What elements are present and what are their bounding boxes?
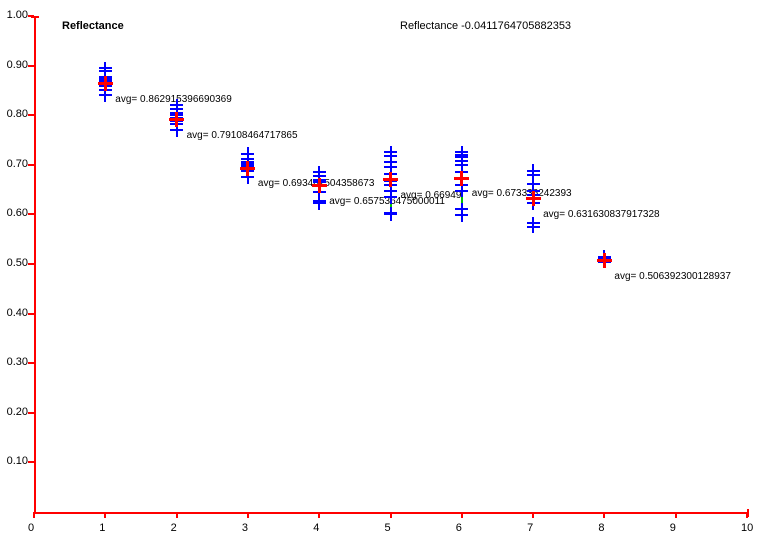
x-tick (104, 512, 106, 518)
x-tick-label: 4 (313, 522, 319, 534)
sample-marker (170, 99, 183, 112)
x-tick (675, 512, 677, 518)
x-tick (33, 512, 35, 518)
avg-label: avg= 0.79108464717865 (187, 130, 298, 141)
y-tick-label: 1.00 (0, 9, 28, 21)
sample-marker (455, 146, 468, 159)
avg-marker (454, 171, 469, 186)
y-tick-label: 0.90 (0, 59, 28, 71)
x-tick (176, 512, 178, 518)
chart-subtitle: Reflectance -0.0411764705882353 (400, 20, 571, 32)
avg-marker (526, 191, 541, 206)
y-tick-label: 0.20 (0, 406, 28, 418)
x-tick-label: 5 (385, 522, 391, 534)
x-tick (532, 512, 534, 518)
x-tick-label: 7 (527, 522, 533, 534)
reflectance-chart: Reflectance Reflectance -0.0411764705882… (0, 0, 767, 554)
y-tick (28, 15, 34, 17)
y-tick (28, 213, 34, 215)
y-axis (34, 16, 36, 512)
chart-title: Reflectance (62, 20, 124, 32)
avg-marker (169, 112, 184, 127)
y-tick-label: 0.10 (0, 455, 28, 467)
sample-marker (527, 217, 540, 230)
avg-label: avg= 0.66949 (401, 190, 462, 201)
avg-marker (383, 172, 398, 187)
sample-marker (384, 146, 397, 159)
x-tick-label: 3 (242, 522, 248, 534)
y-tick (28, 65, 34, 67)
sample-marker (99, 62, 112, 75)
y-tick (28, 114, 34, 116)
x-tick (247, 512, 249, 518)
sample-marker (455, 203, 468, 216)
x-tick-label: 0 (28, 522, 34, 534)
y-tick-label: 0.30 (0, 356, 28, 368)
y-tick (28, 164, 34, 166)
avg-marker (240, 161, 255, 176)
sample-marker (313, 166, 326, 179)
x-tick (603, 512, 605, 518)
y-tick-label: 0.40 (0, 307, 28, 319)
x-tick-label: 6 (456, 522, 462, 534)
sample-marker (527, 164, 540, 177)
avg-marker (312, 178, 327, 193)
x-tick (461, 512, 463, 518)
sample-marker (241, 147, 254, 160)
avg-label: avg= 0.506392300128937 (614, 271, 731, 282)
x-tick-label: 1 (99, 522, 105, 534)
y-tick (28, 362, 34, 364)
sample-marker (384, 207, 397, 220)
x-tick (746, 512, 748, 518)
y-tick (28, 412, 34, 414)
x-tick-label: 10 (741, 522, 753, 534)
x-tick-label: 9 (670, 522, 676, 534)
y-tick-label: 0.80 (0, 108, 28, 120)
y-tick (28, 461, 34, 463)
x-tick-label: 2 (171, 522, 177, 534)
avg-marker (597, 253, 612, 268)
y-tick (28, 313, 34, 315)
y-tick-label: 0.60 (0, 207, 28, 219)
x-tick (318, 512, 320, 518)
y-tick-label: 0.50 (0, 257, 28, 269)
y-tick-label: 0.70 (0, 158, 28, 170)
y-tick (28, 263, 34, 265)
avg-marker (98, 76, 113, 91)
x-tick (390, 512, 392, 518)
avg-label: avg= 0.673336242393 (472, 188, 572, 199)
avg-label: avg= 0.631630837917328 (543, 209, 660, 220)
x-tick-label: 8 (598, 522, 604, 534)
